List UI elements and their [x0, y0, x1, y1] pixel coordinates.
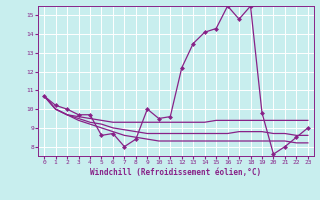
- X-axis label: Windchill (Refroidissement éolien,°C): Windchill (Refroidissement éolien,°C): [91, 168, 261, 177]
